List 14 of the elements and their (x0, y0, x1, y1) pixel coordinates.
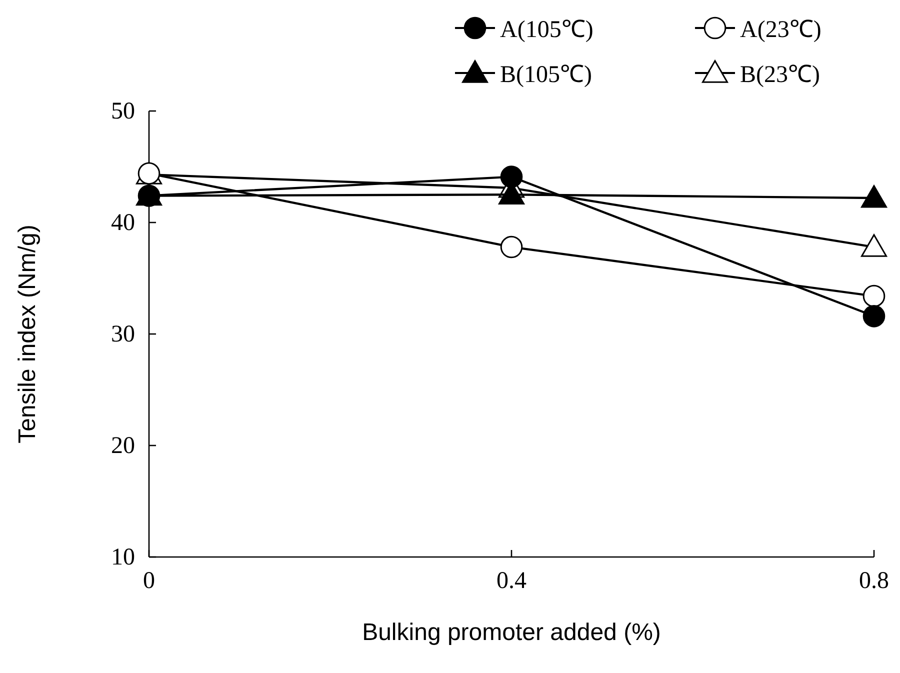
y-tick-label: 50 (111, 98, 135, 125)
legend-label: B(105℃) (500, 62, 592, 88)
x-tick-label: 0.8 (859, 568, 889, 594)
y-tick-label: 30 (111, 322, 135, 348)
x-tick-label: 0 (143, 568, 155, 594)
legend-label: B(23℃) (740, 62, 820, 88)
y-tick-label: 40 (111, 210, 135, 236)
legend-label: A(23℃) (740, 17, 822, 43)
x-tick-label: 0.4 (496, 568, 526, 594)
legend-label: A(105℃) (500, 17, 594, 43)
x-axis-title: Bulking promoter added (%) (362, 619, 661, 646)
y-axis-title: Tensile index (Nm/g) (14, 224, 41, 444)
y-tick-label: 20 (111, 433, 135, 460)
y-tick-label: 10 (111, 544, 135, 571)
